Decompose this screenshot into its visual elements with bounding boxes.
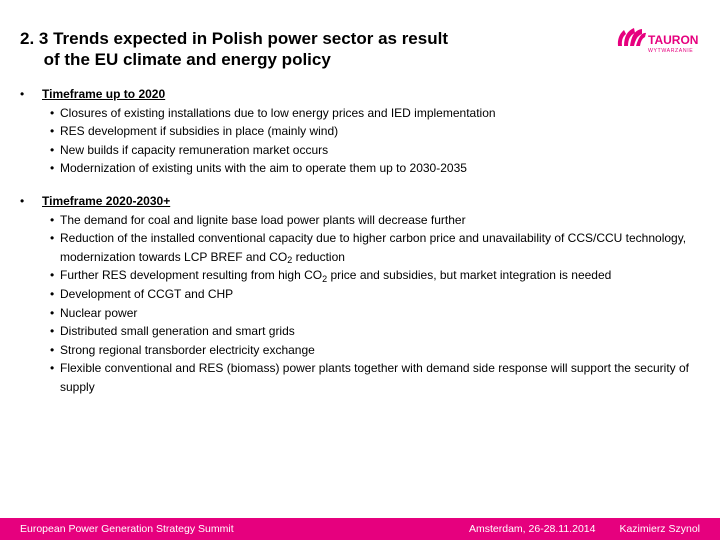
sub-list: Closures of existing installations due t… [20, 104, 700, 178]
title-line-2: of the EU climate and energy policy [44, 50, 331, 69]
list-item: Distributed small generation and smart g… [50, 322, 700, 341]
section-heading-row: • Timeframe up to 2020 [20, 85, 700, 104]
logo-text: TAURON [648, 33, 698, 47]
slide: 2. 3 Trends expected in Polish power sec… [0, 0, 720, 540]
header-row: 2. 3 Trends expected in Polish power sec… [0, 0, 720, 71]
slide-title: 2. 3 Trends expected in Polish power sec… [20, 28, 612, 71]
list-item: Reduction of the installed conventional … [50, 229, 700, 266]
list-item: Closures of existing installations due t… [50, 104, 700, 123]
list-item: Flexible conventional and RES (biomass) … [50, 359, 700, 396]
section-2020: • Timeframe up to 2020 Closures of exist… [20, 85, 700, 178]
list-item: Development of CCGT and CHP [50, 285, 700, 304]
list-item: RES development if subsidies in place (m… [50, 122, 700, 141]
section-2030: • Timeframe 2020-2030+ The demand for co… [20, 192, 700, 397]
section-heading-row: • Timeframe 2020-2030+ [20, 192, 700, 211]
footer-right: Kazimierz Szynol [619, 523, 700, 535]
footer-left: European Power Generation Strategy Summi… [20, 523, 469, 535]
logo-subtitle: WYTWARZANIE [648, 48, 693, 54]
bullet-icon: • [20, 192, 42, 211]
footer-mid: Amsterdam, 26-28.11.2014 [469, 523, 595, 535]
title-line-1: 2. 3 Trends expected in Polish power sec… [20, 29, 448, 48]
list-item: Nuclear power [50, 304, 700, 323]
content-area: • Timeframe up to 2020 Closures of exist… [0, 71, 720, 397]
section-heading: Timeframe 2020-2030+ [42, 192, 170, 211]
footer-bar: European Power Generation Strategy Summi… [0, 518, 720, 540]
sub-list: The demand for coal and lignite base loa… [20, 211, 700, 397]
bullet-icon: • [20, 85, 42, 104]
list-item: New builds if capacity remuneration mark… [50, 141, 700, 160]
tauron-logo: TAURON WYTWARZANIE [612, 22, 700, 71]
list-item: The demand for coal and lignite base loa… [50, 211, 700, 230]
section-heading: Timeframe up to 2020 [42, 85, 165, 104]
list-item: Modernization of existing units with the… [50, 159, 700, 178]
list-item: Further RES development resulting from h… [50, 266, 700, 285]
list-item: Strong regional transborder electricity … [50, 341, 700, 360]
